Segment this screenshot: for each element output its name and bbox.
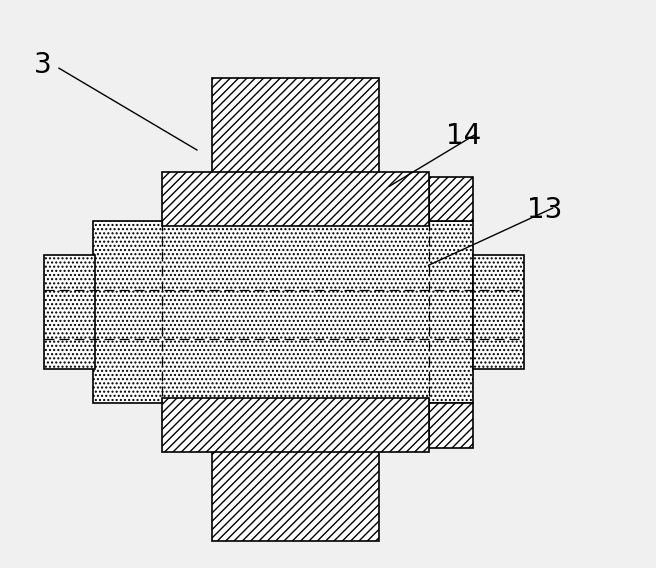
Bar	[473, 256, 524, 369]
Text: 14: 14	[446, 123, 482, 151]
Bar	[212, 78, 379, 177]
Bar	[94, 221, 473, 403]
Bar	[428, 177, 473, 221]
Bar	[44, 256, 96, 369]
Text: 13: 13	[527, 197, 562, 224]
Bar	[212, 448, 379, 541]
Bar	[428, 403, 473, 448]
Bar	[163, 398, 428, 453]
Text: 3: 3	[34, 52, 52, 80]
Bar	[163, 172, 428, 226]
